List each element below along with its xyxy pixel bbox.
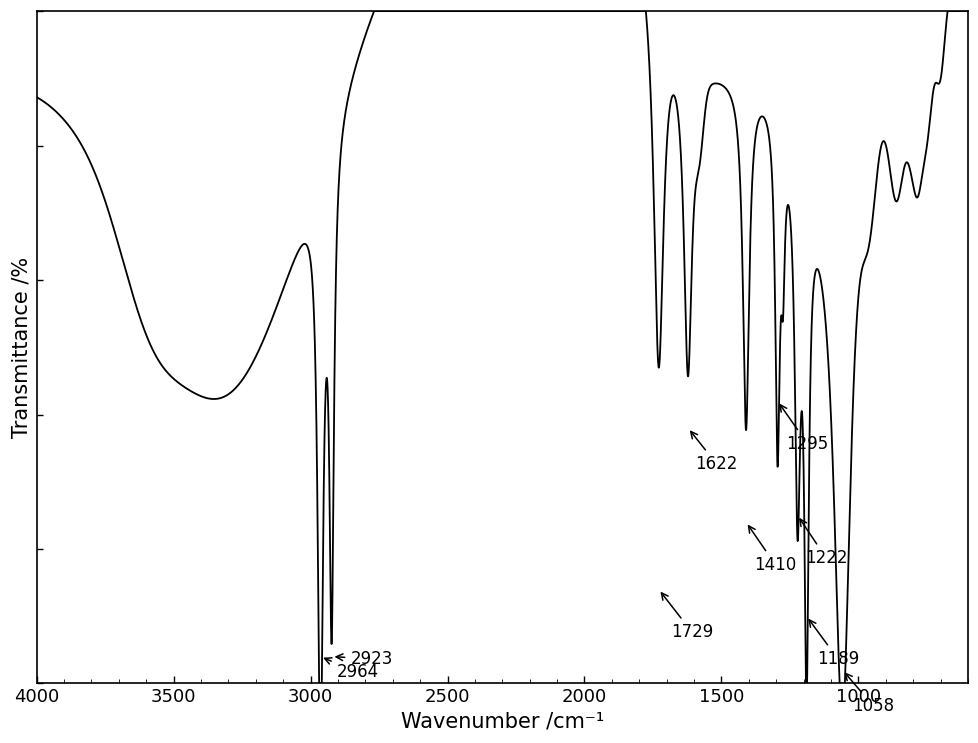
Y-axis label: Transmittance /%: Transmittance /% xyxy=(11,257,31,438)
Text: 1622: 1622 xyxy=(690,432,737,473)
Text: 1295: 1295 xyxy=(779,405,827,452)
Text: 2964: 2964 xyxy=(325,658,378,681)
Text: 1058: 1058 xyxy=(845,673,894,715)
X-axis label: Wavenumber /cm⁻¹: Wavenumber /cm⁻¹ xyxy=(400,712,603,732)
Text: 1729: 1729 xyxy=(661,593,712,641)
Text: 1410: 1410 xyxy=(748,526,796,574)
Text: 1222: 1222 xyxy=(799,519,847,567)
Text: 2923: 2923 xyxy=(335,650,392,668)
Text: 1189: 1189 xyxy=(809,620,858,668)
